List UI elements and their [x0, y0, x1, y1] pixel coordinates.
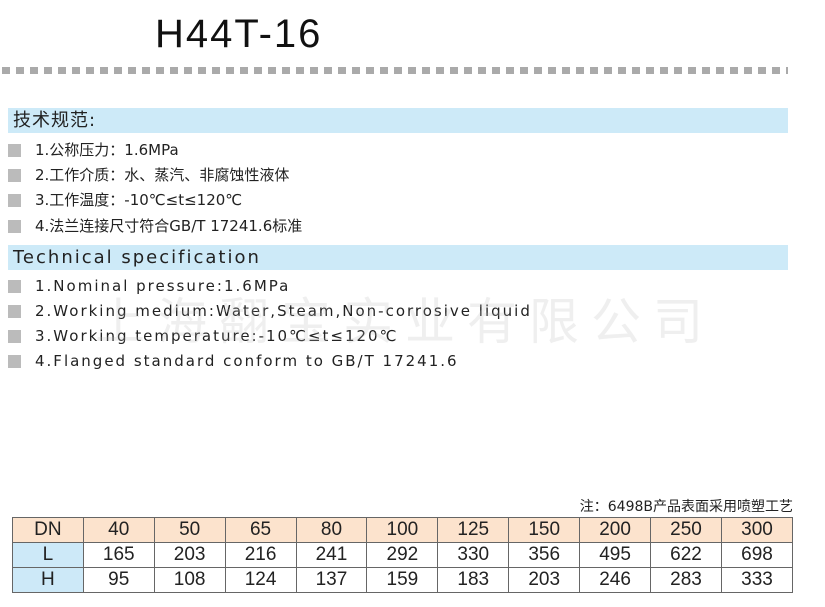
table-cell: 241	[295, 542, 368, 568]
table-row: H 95 108 124 137 159 183 203 246 283 333	[12, 567, 794, 593]
table-row: DN 40 50 65 80 100 125 150 200 250 300	[12, 517, 794, 543]
row-header: L	[12, 542, 84, 568]
table-cell: 95	[82, 567, 155, 593]
spec-item-en: 1.Nominal pressure:1.6MPa	[8, 276, 290, 296]
table-cell: 250	[650, 517, 722, 543]
bullet-square-icon	[8, 305, 21, 318]
table-cell: 333	[720, 567, 794, 593]
spec-item-zh: 2.工作介质：水、蒸汽、非腐蚀性液体	[8, 165, 289, 185]
table-cell: 125	[437, 517, 510, 543]
spec-item-zh: 1.公称压力：1.6MPa	[8, 140, 179, 160]
table-cell: 356	[508, 542, 581, 568]
table-cell: 203	[153, 542, 226, 568]
row-header: DN	[12, 517, 84, 543]
table-cell: 292	[366, 542, 439, 568]
table-cell: 108	[153, 567, 226, 593]
spec-item-zh: 3.工作温度：-10℃≤t≤120℃	[8, 190, 242, 210]
bullet-square-icon	[8, 220, 21, 233]
table-cell: 100	[366, 517, 439, 543]
table-cell: 165	[82, 542, 155, 568]
spec-item-zh: 4.法兰连接尺寸符合GB/T 17241.6标准	[8, 216, 302, 236]
table-cell: 40	[82, 517, 155, 543]
table-cell: 50	[153, 517, 226, 543]
note: 注：6498B产品表面采用喷塑工艺	[579, 499, 793, 515]
table-cell: 622	[650, 542, 722, 568]
bullet-square-icon	[8, 194, 21, 207]
table-cell: 159	[366, 567, 439, 593]
table-cell: 300	[720, 517, 794, 543]
section-heading-zh: 技术规范:	[8, 108, 788, 133]
table-cell: 137	[295, 567, 368, 593]
table-cell: 216	[224, 542, 297, 568]
table-cell: 283	[650, 567, 722, 593]
table-row: L 165 203 216 241 292 330 356 495 622 698	[12, 542, 794, 568]
spec-item-en: 4.Flanged standard conform to GB/T 17241…	[8, 351, 459, 371]
page-title: H44T-16	[155, 12, 323, 56]
table-cell: 150	[508, 517, 581, 543]
bullet-square-icon	[8, 330, 21, 343]
table-cell: 80	[295, 517, 368, 543]
table-cell: 246	[579, 567, 652, 593]
table-cell: 330	[437, 542, 510, 568]
table-cell: 183	[437, 567, 510, 593]
dimension-table: DN 40 50 65 80 100 125 150 200 250 300 L 165 203 216 24…	[12, 517, 794, 593]
row-header: H	[12, 567, 84, 593]
table-cell: 203	[508, 567, 581, 593]
dashed-divider	[2, 67, 788, 74]
bullet-square-icon	[8, 169, 21, 182]
bullet-square-icon	[8, 280, 21, 293]
section-heading-en: Technical specification	[8, 245, 788, 270]
bullet-square-icon	[8, 144, 21, 157]
table-cell: 698	[720, 542, 794, 568]
table-cell: 200	[579, 517, 652, 543]
table-cell: 124	[224, 567, 297, 593]
spec-item-en: 3.Working temperature:-10℃≤t≤120℃	[8, 326, 398, 346]
spec-item-en: 2.Working medium:Water,Steam,Non-corrosi…	[8, 301, 532, 321]
table-cell: 495	[579, 542, 652, 568]
table-cell: 65	[224, 517, 297, 543]
bullet-square-icon	[8, 355, 21, 368]
